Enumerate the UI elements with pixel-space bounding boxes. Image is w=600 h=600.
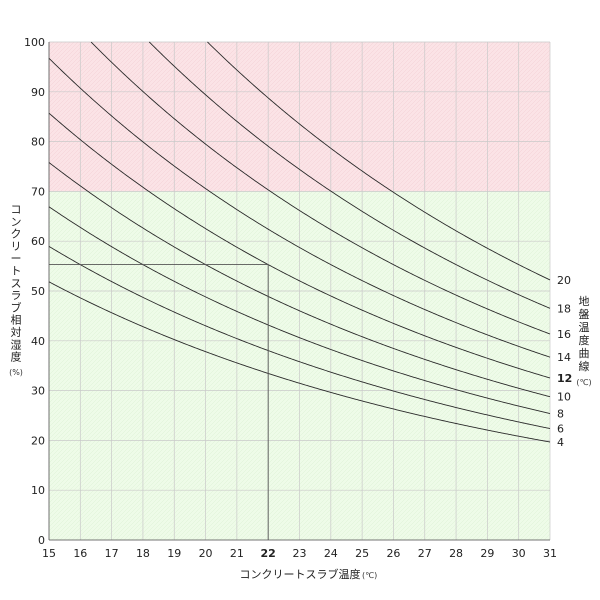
x-tick-label: 27 xyxy=(418,547,432,560)
y-axis-title-char: ラ xyxy=(11,289,22,302)
x-tick-label: 22 xyxy=(261,547,276,560)
series-label-6: 6 xyxy=(557,423,564,436)
y-tick-label: 0 xyxy=(38,534,45,547)
y-axis-title-char: ス xyxy=(11,277,22,290)
curve-ground-temp-12 xyxy=(48,112,551,379)
legend-title-char: 盤 xyxy=(579,308,590,321)
legend-title-char: 曲 xyxy=(579,347,590,360)
x-tick-label: 30 xyxy=(512,547,526,560)
x-tick-label: 20 xyxy=(199,547,213,560)
legend-unit: (℃) xyxy=(576,378,591,387)
y-tick-label: 30 xyxy=(31,385,45,398)
x-axis-title: コンクリートスラブ温度 xyxy=(240,567,361,581)
y-axis-title-char: リ xyxy=(11,240,22,253)
series-label-4: 4 xyxy=(557,436,564,449)
legend-title-char: 温 xyxy=(579,321,590,334)
curve-ground-temp-6 xyxy=(48,246,551,429)
x-tick-label: 25 xyxy=(355,547,369,560)
x-axis-unit: (℃) xyxy=(362,571,377,580)
legend-title-char: 度 xyxy=(579,333,590,347)
y-tick-label: 100 xyxy=(24,36,45,49)
y-axis-title-char: ン xyxy=(11,215,22,228)
series-label-8: 8 xyxy=(557,408,564,421)
y-axis-title-char: ク xyxy=(11,228,22,241)
y-axis-title-char: 相 xyxy=(11,314,22,327)
y-axis-title-char: ブ xyxy=(11,300,22,314)
y-axis-unit: (%) xyxy=(9,368,23,377)
curve-ground-temp-14 xyxy=(48,57,551,358)
y-tick-label: 10 xyxy=(31,484,45,497)
y-axis-title-char: 対 xyxy=(11,325,22,339)
x-tick-label: 18 xyxy=(136,547,150,560)
legend-title-char: 地 xyxy=(579,295,590,308)
y-axis-title-char: コ xyxy=(11,203,22,216)
series-label-18: 18 xyxy=(557,302,571,315)
x-tick-label: 19 xyxy=(167,547,181,560)
series-label-12: 12 xyxy=(557,372,572,385)
x-tick-label: 21 xyxy=(230,547,244,560)
curve-ground-temp-18 xyxy=(148,41,551,309)
x-tick-label: 28 xyxy=(449,547,463,560)
x-tick-label: 29 xyxy=(480,547,494,560)
x-tick-label: 16 xyxy=(73,547,87,560)
curve-ground-temp-10 xyxy=(48,162,551,398)
x-tick-label: 17 xyxy=(105,547,119,560)
series-label-16: 16 xyxy=(557,328,571,341)
legend-title-char: 線 xyxy=(579,359,590,373)
y-tick-label: 90 xyxy=(31,86,45,99)
series-label-14: 14 xyxy=(557,351,571,364)
y-axis-title-char: ト xyxy=(11,265,22,278)
x-tick-label: 15 xyxy=(42,547,56,560)
curve-ground-temp-16 xyxy=(90,41,551,335)
y-tick-label: 70 xyxy=(31,185,45,198)
y-axis-title-char: ー xyxy=(11,252,22,265)
y-tick-label: 50 xyxy=(31,285,45,298)
x-tick-label: 24 xyxy=(324,547,338,560)
y-tick-label: 40 xyxy=(31,335,45,348)
series-label-10: 10 xyxy=(557,391,571,404)
y-tick-label: 20 xyxy=(31,434,45,447)
y-tick-label: 80 xyxy=(31,136,45,149)
y-tick-label: 60 xyxy=(31,235,45,248)
x-tick-label: 26 xyxy=(386,547,400,560)
y-axis-title-char: 湿 xyxy=(11,338,22,351)
curve-ground-temp-20 xyxy=(207,41,551,281)
x-tick-label: 31 xyxy=(543,547,557,560)
x-tick-label: 23 xyxy=(293,547,307,560)
y-axis-title-char: 度 xyxy=(11,350,22,364)
series-label-20: 20 xyxy=(557,274,571,287)
curve-ground-temp-8 xyxy=(48,206,551,414)
curve-ground-temp-4 xyxy=(48,281,551,443)
